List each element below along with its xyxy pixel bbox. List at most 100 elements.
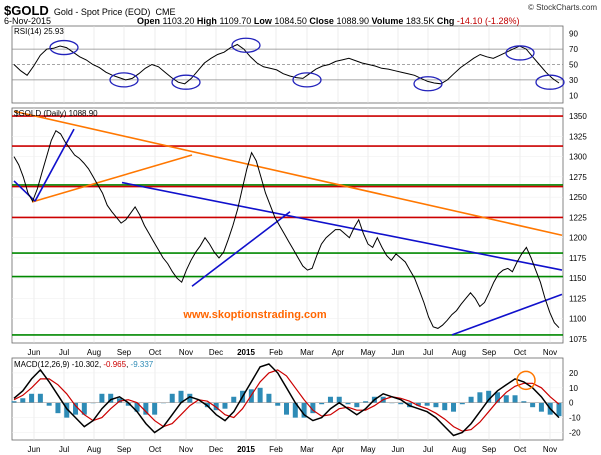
x-month-label: Feb xyxy=(269,348,283,357)
rsi-tick-label: 10 xyxy=(569,91,578,100)
high-label: High xyxy=(196,16,217,26)
macd-histogram-bar xyxy=(486,390,492,403)
rsi-highlight-circle xyxy=(109,72,139,88)
open-label: Open xyxy=(137,16,161,26)
blue-trendline-2 xyxy=(34,128,75,202)
macd-histogram-bar xyxy=(20,398,26,403)
macd-histogram-bar xyxy=(55,402,61,414)
price-label: $GOLD (Daily) 1088.90 xyxy=(14,109,98,118)
macd-histogram-bar xyxy=(125,402,131,406)
x-month-label: Aug xyxy=(452,348,466,357)
macd-histogram-bar xyxy=(345,402,351,405)
price-tick-label: 1350 xyxy=(569,112,587,121)
macd-histogram-bar xyxy=(134,402,140,412)
price-tick-label: 1250 xyxy=(569,193,587,202)
x-month-label: Jun xyxy=(28,348,41,357)
open-value: 1103.20 xyxy=(162,16,195,26)
x-month-label: Jul xyxy=(59,348,69,357)
price-tick-label: 1325 xyxy=(569,132,587,141)
macd-tick-label: -20 xyxy=(569,429,581,438)
x-month-label: May xyxy=(360,445,375,454)
exchange: CME xyxy=(155,7,176,17)
high-value: 1109.70 xyxy=(219,16,252,26)
price-tick-label: 1150 xyxy=(569,274,587,283)
rsi-highlight-circle xyxy=(231,37,261,53)
macd-histogram-bar xyxy=(11,401,17,403)
macd-histogram-bar xyxy=(538,402,544,412)
x-month-label: Sep xyxy=(117,348,132,357)
x-month-label: Nov xyxy=(179,445,193,454)
price-tick-label: 1125 xyxy=(569,294,587,303)
rsi-highlight-circle xyxy=(535,74,565,90)
rsi-highlight-circle xyxy=(49,39,79,56)
rsi-highlight-circle xyxy=(171,74,201,90)
macd-signal-line xyxy=(13,369,560,432)
blue-rising-support-line xyxy=(451,293,563,336)
price-series-line xyxy=(13,129,560,329)
orange-uptrend-line xyxy=(31,154,193,203)
x-month-label: Dec xyxy=(209,348,223,357)
macd-histogram-bar xyxy=(178,390,184,403)
close-label: Close xyxy=(309,16,334,26)
chart-title: $GOLD Gold - Spot Price (EOD) CME xyxy=(4,3,175,18)
price-tick-label: 1300 xyxy=(569,153,587,162)
x-month-label: 2015 xyxy=(237,445,255,454)
macd-histogram-bar xyxy=(222,402,228,409)
price-tick-label: 1175 xyxy=(569,254,587,263)
macd-tick-label: -10 xyxy=(569,414,581,423)
x-month-label: Nov xyxy=(543,445,557,454)
macd-histogram-bar xyxy=(266,393,272,403)
quote-date: 6-Nov-2015 xyxy=(4,16,52,26)
close-value: 1088.90 xyxy=(336,16,369,26)
macd-histogram-bar xyxy=(187,393,193,403)
symbol: $GOLD xyxy=(4,3,49,18)
x-month-label: Oct xyxy=(514,445,527,454)
price-tick-label: 1075 xyxy=(569,335,587,344)
x-month-label: Oct xyxy=(514,348,527,357)
macd-tick-label: 20 xyxy=(569,369,578,378)
rsi-tick-label: 50 xyxy=(569,61,578,70)
rsi-tick-label: 70 xyxy=(569,45,578,54)
x-month-label: 2015 xyxy=(237,348,255,357)
macd-histogram-bar xyxy=(37,393,43,403)
x-month-label: Jul xyxy=(423,348,433,357)
macd-histogram-bar xyxy=(231,396,237,403)
macd-histogram-bar xyxy=(521,401,527,403)
macd-histogram-bar xyxy=(99,393,105,403)
x-month-label: Nov xyxy=(543,348,557,357)
macd-histogram-bar xyxy=(284,402,289,415)
x-month-label: Aug xyxy=(87,348,101,357)
x-month-label: Aug xyxy=(452,445,466,454)
macd-histogram-bar xyxy=(354,402,360,408)
macd-histogram-bar xyxy=(81,402,87,415)
x-month-label: Aug xyxy=(87,445,101,454)
macd-histogram-bar xyxy=(398,402,404,405)
rsi-series-line xyxy=(13,43,560,85)
instrument-name: Gold - Spot Price (EOD) xyxy=(53,7,151,17)
x-month-label: Dec xyxy=(209,445,223,454)
macd-histogram-bar xyxy=(213,402,219,411)
x-month-label: Jul xyxy=(423,445,433,454)
macd-histogram-bar xyxy=(530,402,536,408)
macd-histogram-bar xyxy=(108,393,114,403)
x-month-label: Jun xyxy=(28,445,41,454)
macd-histogram-bar xyxy=(336,396,342,403)
rsi-label: RSI(14) 25.93 xyxy=(14,27,64,36)
orange-downtrend-line xyxy=(13,110,563,237)
rsi-highlight-circle xyxy=(413,76,443,92)
x-month-label: Jul xyxy=(59,445,69,454)
volume-value: 183.5K xyxy=(405,16,435,26)
macd-histogram-bar xyxy=(415,402,421,406)
x-month-label: Oct xyxy=(149,445,162,454)
macd-histogram-bar xyxy=(64,402,70,418)
rsi-highlight-circle xyxy=(292,72,322,88)
chg-label: Chg xyxy=(436,16,455,26)
macd-histogram-bar xyxy=(46,402,52,406)
x-month-label: Sep xyxy=(482,445,497,454)
macd-line xyxy=(13,363,560,437)
macd-histogram-bar xyxy=(494,392,500,403)
macd-highlight-circle xyxy=(516,370,536,391)
macd-histogram-bar xyxy=(319,402,325,405)
x-month-label: Nov xyxy=(179,348,193,357)
